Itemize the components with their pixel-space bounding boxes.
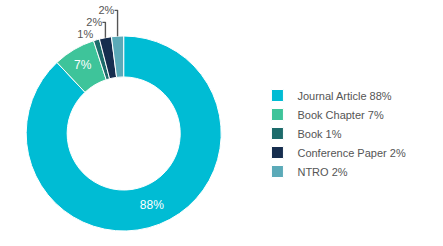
svg-text:NTRO 2%: NTRO 2% [297,166,347,178]
svg-text:7%: 7% [74,58,92,72]
svg-text:88%: 88% [140,198,164,212]
svg-text:Book Chapter 7%: Book Chapter 7% [297,109,383,121]
svg-text:Conference Paper 2%: Conference Paper 2% [297,147,405,159]
svg-text:2%: 2% [98,4,114,16]
svg-text:1%: 1% [77,28,93,40]
svg-text:Journal Article 88%: Journal Article 88% [297,90,391,102]
svg-text:2%: 2% [86,16,102,28]
svg-text:Book 1%: Book 1% [297,128,341,140]
